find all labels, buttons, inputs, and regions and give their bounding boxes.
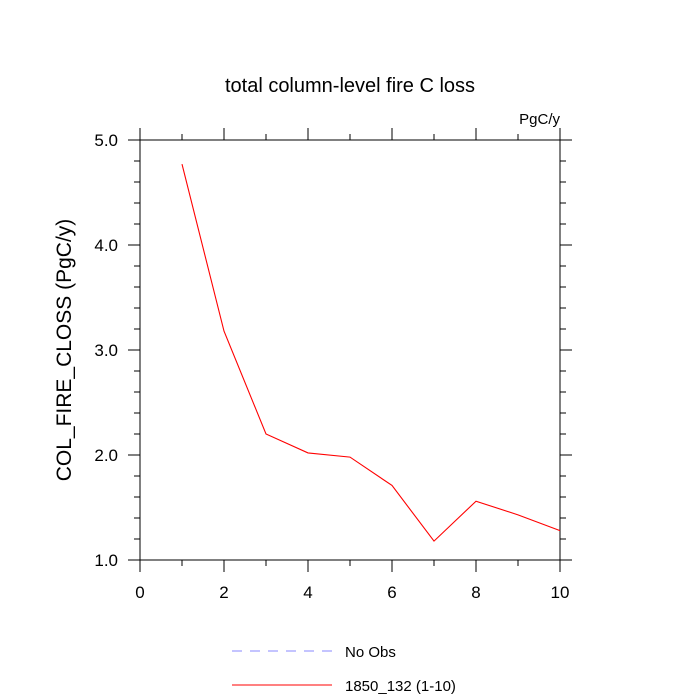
x-tick-label: 4 xyxy=(303,583,312,602)
y-tick-label: 3.0 xyxy=(94,341,118,360)
x-tick-label: 2 xyxy=(219,583,228,602)
plot-frame xyxy=(139,139,561,561)
series-layer xyxy=(181,164,561,542)
y-tick-label: 5.0 xyxy=(94,131,118,150)
x-tick-label: 8 xyxy=(471,583,480,602)
units-label: PgC/y xyxy=(519,111,560,128)
legend-label: 1850_132 (1-10) xyxy=(345,678,456,695)
legend: No Obs 1850_132 (1-10) xyxy=(232,644,456,695)
y-tick-label: 2.0 xyxy=(94,446,118,465)
y-tick-label: 4.0 xyxy=(94,236,118,255)
axis-ticks xyxy=(128,128,572,572)
x-tick-label: 10 xyxy=(551,583,570,602)
y-tick-label: 1.0 xyxy=(94,551,118,570)
y-axis-label: COL_FIRE_CLOSS (PgC/y) xyxy=(53,219,76,482)
legend-label: No Obs xyxy=(345,644,396,661)
axis-tick-labels: 0 2 4 6 8 10 1.0 2.0 3.0 4.0 5.0 xyxy=(94,131,569,602)
x-tick-label: 0 xyxy=(135,583,144,602)
chart-title: total column-level fire C loss xyxy=(225,75,475,97)
series-line xyxy=(181,164,561,542)
x-tick-label: 6 xyxy=(387,583,396,602)
